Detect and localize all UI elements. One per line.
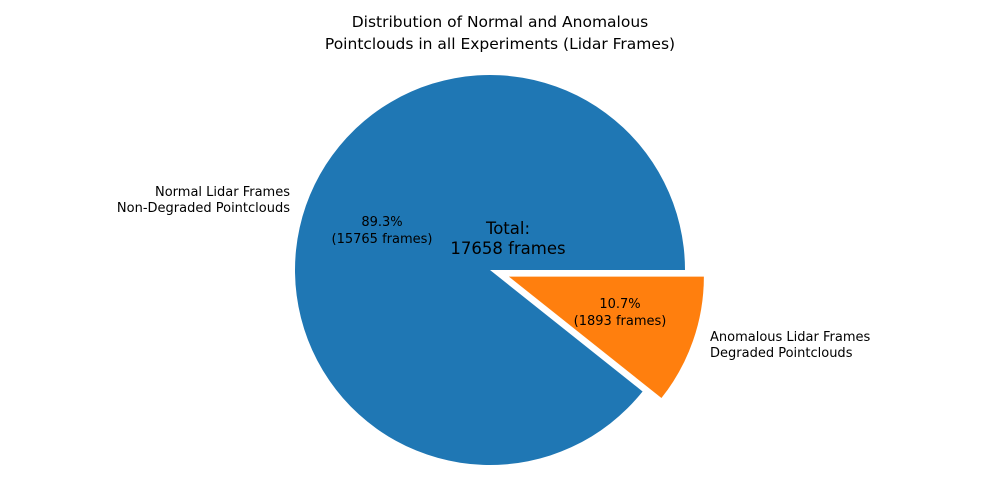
chart-title: Distribution of Normal and Anomalous Poi…: [324, 13, 676, 53]
slice-label-normal: Normal Lidar Frames Non-Degraded Pointcl…: [116, 185, 290, 216]
total-frames-annotation: Total: 17658 frames: [450, 219, 566, 258]
slice-label-anomalous: Anomalous Lidar Frames Degraded Pointclo…: [710, 330, 871, 361]
slice-value-anomalous: 10.7% (1893 frames): [573, 297, 667, 329]
slice-value-normal: 89.3% (15765 frames): [331, 215, 433, 247]
pie-slice-anomalous: [508, 276, 704, 399]
pie-slice-normal: [295, 74, 685, 465]
